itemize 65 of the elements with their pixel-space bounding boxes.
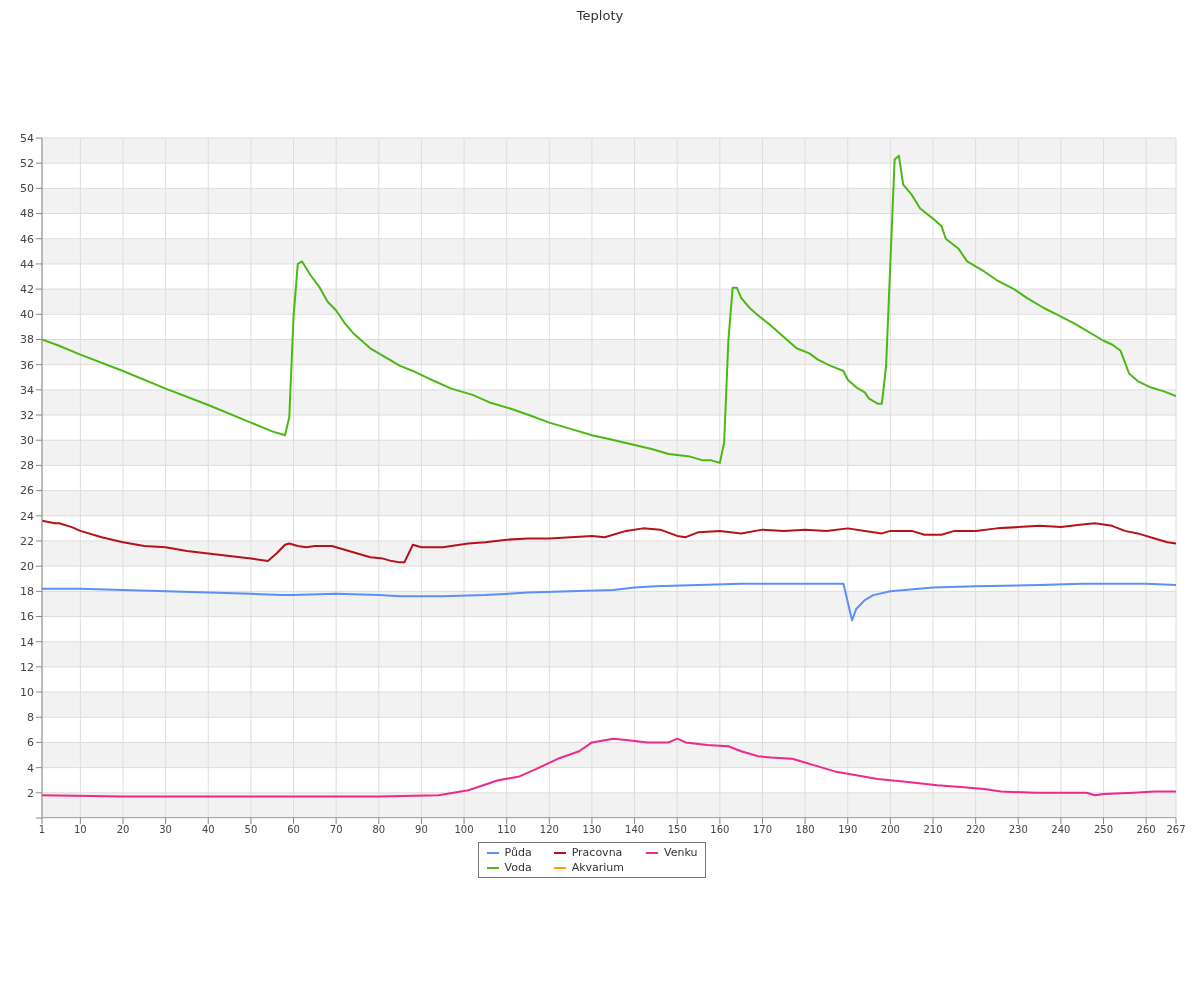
x-tick-label: 220 [966,824,986,836]
y-tick-label: 2 [27,786,34,800]
x-tick-label: 30 [159,824,172,836]
y-tick-label: 36 [20,358,34,372]
x-tick-label: 60 [287,824,300,836]
x-tick-label: 10 [74,824,87,836]
y-tick-label: 18 [20,585,34,599]
y-tick-label: 28 [20,459,34,473]
x-tick-label: 210 [923,824,943,836]
y-tick-label: 24 [20,509,34,523]
legend-label: Venku [664,846,698,859]
legend-label: Voda [504,861,532,874]
line-series [42,519,1176,564]
x-tick-label: 150 [667,824,687,836]
x-tick-label: 230 [1008,824,1028,836]
y-tick-label: 6 [27,736,34,750]
y-tick-label: 46 [20,232,34,246]
y-tick-label: 52 [20,157,34,171]
y-tick-label: 16 [20,610,34,624]
line-series [42,154,1176,464]
y-tick-label: 42 [20,283,34,297]
y-tick-label: 32 [20,408,34,422]
x-tick-label: 180 [795,824,815,836]
x-tick-label: 140 [625,824,645,836]
y-tick-label: 34 [20,383,34,397]
line-series [42,582,1176,622]
legend-label: Akvarium [571,861,625,874]
x-tick-label: 170 [752,824,773,836]
y-tick-label: 22 [20,534,34,548]
x-tick-label: 160 [710,824,730,836]
y-tick-label: 8 [27,711,34,725]
x-tick-label: 120 [539,824,559,836]
y-tick-label: 4 [27,761,34,775]
x-tick-label: 110 [497,824,517,836]
x-tick-label: 250 [1093,824,1114,836]
y-tick-label: 40 [20,308,34,322]
y-tick-label: 48 [20,207,34,221]
x-tick-label: 240 [1051,824,1071,836]
x-tick-label: 260 [1136,824,1156,836]
x-tick-label: 130 [582,824,602,836]
x-tick-label: 80 [372,824,386,836]
x-tick-label: 50 [244,824,258,836]
y-tick-label: 50 [20,182,34,196]
x-tick-label: 190 [838,824,858,836]
legend-label: Pracovna [571,846,623,859]
x-tick-label: 267 [1166,824,1186,836]
x-tick-label: 40 [201,824,215,836]
y-tick-label: 44 [20,257,34,271]
x-tick-label: 90 [415,824,428,836]
y-tick-label: 38 [20,333,34,347]
x-tick-label: 1 [38,824,46,836]
x-tick-label: 70 [329,824,343,836]
y-tick-label: 54 [20,131,34,145]
y-tick-label: 30 [20,434,34,448]
line-series [42,737,1176,798]
y-tick-label: 10 [20,685,34,699]
y-tick-label: 20 [20,560,34,574]
y-tick-label: 14 [20,635,34,649]
x-tick-label: 100 [454,824,474,836]
x-tick-label: 200 [880,824,900,836]
x-tick-label: 20 [116,824,130,836]
y-tick-label: 12 [20,660,34,674]
chart-title: Teploty [575,8,625,25]
y-tick-label: 26 [20,484,34,498]
legend-label: Půda [504,846,532,859]
